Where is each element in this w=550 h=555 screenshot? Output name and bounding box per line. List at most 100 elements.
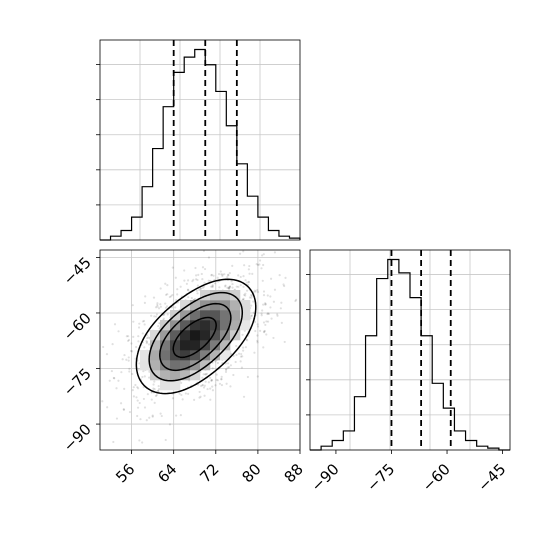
joint-sample-point [187,296,190,299]
joint-sample-point [237,352,241,355]
joint-density-bin [180,320,191,331]
joint-x-tick-label: 56 [112,460,138,486]
joint-sample-point [201,277,204,281]
joint-sample-point [273,251,277,254]
joint-sample-point [211,285,214,288]
joint-density-bin [220,300,231,311]
joint-sample-point [159,303,162,306]
joint-sample-point [144,295,147,298]
joint-sample-point [234,360,237,364]
joint-sample-point [241,333,244,336]
joint-sample-point [210,285,213,288]
joint-sample-point [221,274,224,277]
joint-sample-point [121,358,124,361]
joint-sample-point [246,375,249,379]
joint-sample-point [245,338,248,341]
joint-sample-point [280,321,283,325]
joint-sample-point [217,272,221,276]
y-marginal-frame [309,249,511,451]
joint-density-bin [190,330,201,341]
joint-sample-point [150,391,153,394]
joint-density-bin [160,360,171,371]
joint-sample-point [204,373,207,376]
joint-sample-point [244,292,247,295]
joint-sample-point [135,396,138,399]
joint-sample-point [264,303,267,306]
joint-sample-point [152,383,155,386]
joint-density-bin [170,380,181,391]
joint-sample-point [150,398,153,401]
joint-sample-point [262,303,265,306]
joint-sample-point [174,306,177,309]
joint-sample-point [138,439,141,442]
joint-sample-point [256,339,259,342]
joint-sample-point [276,313,279,316]
joint-sample-point [278,274,281,277]
joint-sample-point [151,415,154,418]
joint-density-bin [230,290,241,301]
joint-sample-point [195,289,198,292]
joint-density-bin [170,340,181,351]
joint-sample-point [137,340,140,343]
joint-density-bin [230,300,241,311]
joint-sample-point [148,416,151,419]
joint-sample-point [256,263,260,267]
joint-sample-point [253,320,257,323]
joint-sample-point [235,285,238,288]
joint-sample-point [211,389,215,392]
joint-sample-point [214,282,217,285]
joint-sample-point [191,280,194,283]
joint-sample-point [156,305,159,308]
joint-sample-point [226,273,230,277]
joint-density-bin [180,310,191,321]
joint-density-bin [220,340,231,351]
joint-sample-point [261,309,264,312]
y-marginal-x-tick-label: −60 [419,460,454,495]
joint-sample-point [137,335,140,338]
joint-sample-point [239,284,242,287]
joint-y-tick-label: −45 [60,254,95,289]
joint-sample-point [264,302,267,305]
x-marginal-histogram [96,39,301,241]
joint-sample-point [145,342,148,345]
joint-sample-point [237,274,240,277]
joint-sample-point [262,253,265,256]
joint-density-bin [150,340,161,351]
joint-density-bin [150,360,161,371]
joint-sample-point [196,292,199,295]
joint-sample-point [209,398,212,401]
joint-sample-point [122,408,126,411]
joint-sample-point [231,264,234,268]
joint-sample-point [143,301,146,304]
joint-sample-point [224,370,228,373]
joint-sample-point [165,293,168,296]
joint-sample-point [154,394,158,398]
joint-sample-point [137,368,140,371]
joint-sample-point [279,307,282,310]
joint-sample-point [195,274,198,277]
joint-sample-point [131,389,134,392]
joint-sample-point [128,367,131,370]
joint-sample-point [119,402,123,405]
joint-sample-point [175,298,178,302]
joint-sample-point [220,383,224,387]
joint-sample-point [210,274,213,277]
joint-density-bin [140,350,151,361]
joint-sample-point [259,329,262,332]
joint-sample-point [247,268,250,271]
joint-sample-point [228,286,231,289]
y-marginal-x-tick-label: −90 [308,460,343,495]
joint-sample-point [171,397,175,400]
joint-sample-point [190,296,193,300]
joint-sample-point [134,383,137,387]
joint-sample-point [237,285,240,288]
joint-sample-point [203,267,207,271]
joint-sample-point [146,336,149,340]
joint-sample-point [179,285,182,288]
joint-sample-point [220,375,223,378]
joint-sample-point [214,360,217,363]
joint-sample-point [250,314,254,317]
joint-sample-point [147,343,151,346]
joint-y-tick-label: −90 [60,420,95,455]
